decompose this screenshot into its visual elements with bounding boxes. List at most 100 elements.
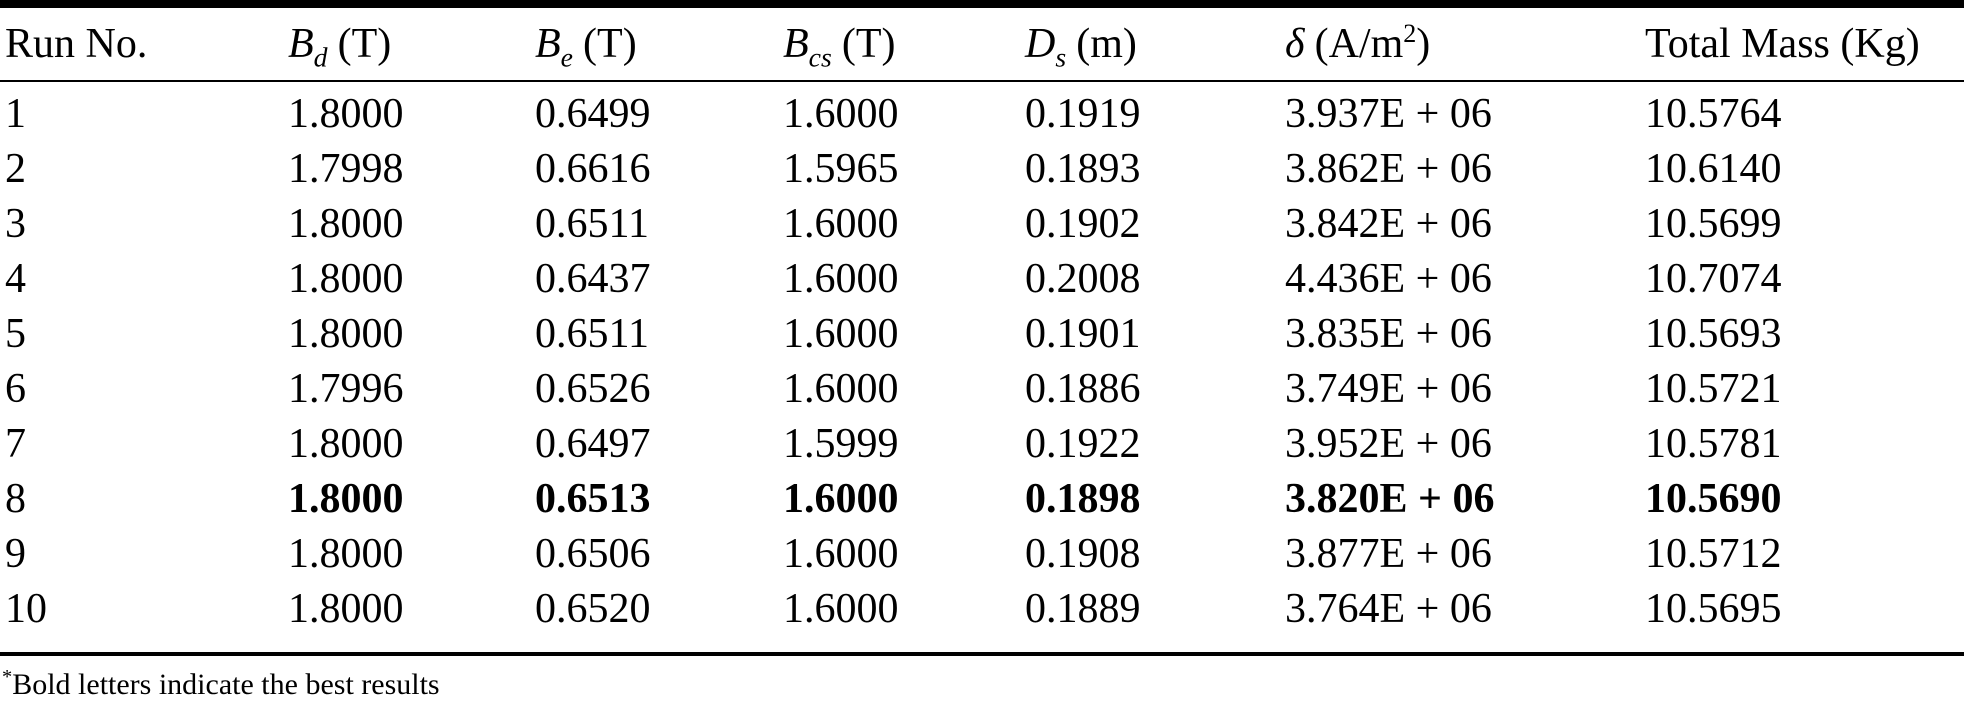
unit-label: (A/m [1314,21,1404,67]
value-cell: 3.842E + 06 [1285,200,1492,247]
value-cell: 4.436E + 06 [1285,255,1492,302]
value-cell: 0.1898 [1025,475,1141,522]
value-cell: 1.6000 [783,530,899,577]
value-cell: 10.5699 [1645,200,1782,247]
run-number-cell: 10 [5,585,47,632]
math-symbol: D [1025,21,1056,67]
math-subscript: d [313,41,328,73]
unit-label-close: ) [1416,21,1431,67]
value-cell: 0.6511 [535,310,649,357]
value-cell: 10.5712 [1645,530,1782,577]
table-row: 2 1.7998 0.6616 1.5965 0.1893 3.862E + 06 10.6… [0,141,1964,196]
value-cell: 10.5693 [1645,310,1782,357]
value-cell: 1.6000 [783,585,899,632]
value-cell: 1.6000 [783,310,899,357]
col-header-ds: Ds (m) [1025,4,1285,82]
math-subscript: cs [808,41,832,73]
table-row: 10 1.8000 0.6520 1.6000 0.1889 3.764E + 06 10.… [0,581,1964,654]
math-subscript: s [1055,41,1067,73]
value-cell: 3.862E + 06 [1285,145,1492,192]
value-cell: 0.6499 [535,90,651,137]
value-cell: 1.8000 [288,90,404,137]
col-header-delta: δ (A/m2) [1285,4,1645,82]
table-header: Run No. Bd (T) Be (T) Bcs (T) Ds (m) δ (A/m2)… [0,4,1964,82]
value-cell: 0.6526 [535,365,651,412]
value-cell: 1.8000 [288,475,404,522]
value-cell: 3.764E + 06 [1285,585,1492,632]
results-table: Run No. Bd (T) Be (T) Bcs (T) Ds (m) δ (A/m2)… [0,0,1964,656]
table-row: 8 1.8000 0.6513 1.6000 0.1898 3.820E + 06 10.5… [0,471,1964,526]
col-header-be: Be (T) [535,4,783,82]
unit-label: (m) [1076,21,1137,67]
math-symbol: B [783,21,809,67]
value-cell: 1.6000 [783,90,899,137]
value-cell: 10.5695 [1645,585,1782,632]
run-number-cell: 2 [5,145,26,192]
value-cell: 0.6616 [535,145,651,192]
value-cell: 0.1908 [1025,530,1141,577]
value-cell: 10.5781 [1645,420,1782,467]
value-cell: 10.5690 [1645,475,1782,522]
header-label: Run No. [5,21,148,67]
value-cell: 1.7998 [288,145,404,192]
footnote-marker: * [2,666,13,688]
run-number-cell: 6 [5,365,26,412]
run-number-cell: 3 [5,200,26,247]
value-cell: 0.6511 [535,200,649,247]
table-body: 1 1.8000 0.6499 1.6000 0.1919 3.937E + 06 10.5… [0,81,1964,654]
value-cell: 10.5721 [1645,365,1782,412]
run-number-cell: 9 [5,530,26,577]
value-cell: 1.6000 [783,475,899,522]
run-number-cell: 5 [5,310,26,357]
table-row: 6 1.7996 0.6526 1.6000 0.1886 3.749E + 06 10.5… [0,361,1964,416]
value-cell: 1.8000 [288,310,404,357]
table-row: 7 1.8000 0.6497 1.5999 0.1922 3.952E + 06 10.5… [0,416,1964,471]
table-row: 1 1.8000 0.6499 1.6000 0.1919 3.937E + 06 10.5… [0,81,1964,141]
table-row: 5 1.8000 0.6511 1.6000 0.1901 3.835E + 06 10.5… [0,306,1964,361]
table-row: 9 1.8000 0.6506 1.6000 0.1908 3.877E + 06 10.5… [0,526,1964,581]
math-symbol: δ [1285,21,1305,67]
value-cell: 10.7074 [1645,255,1782,302]
value-cell: 1.8000 [288,585,404,632]
col-header-total-mass: Total Mass (Kg) [1645,4,1964,82]
header-label: Total Mass (Kg) [1645,21,1920,67]
value-cell: 0.6437 [535,255,651,302]
value-cell: 10.5764 [1645,90,1782,137]
run-number-cell: 7 [5,420,26,467]
value-cell: 0.1902 [1025,200,1141,247]
value-cell: 0.6497 [535,420,651,467]
value-cell: 1.5965 [783,145,899,192]
value-cell: 1.8000 [288,420,404,467]
table-row: 3 1.8000 0.6511 1.6000 0.1902 3.842E + 06 10.5… [0,196,1964,251]
value-cell: 1.8000 [288,530,404,577]
value-cell: 3.835E + 06 [1285,310,1492,357]
value-cell: 0.2008 [1025,255,1141,302]
col-header-bcs: Bcs (T) [783,4,1025,82]
run-number-cell: 4 [5,255,26,302]
value-cell: 1.8000 [288,200,404,247]
unit-label: (T) [337,21,392,67]
header-row: Run No. Bd (T) Be (T) Bcs (T) Ds (m) δ (A/m2)… [0,4,1964,82]
value-cell: 3.937E + 06 [1285,90,1492,137]
col-header-run-no: Run No. [0,4,288,82]
value-cell: 0.1886 [1025,365,1141,412]
unit-superscript: 2 [1403,19,1417,48]
value-cell: 1.6000 [783,200,899,247]
value-cell: 1.6000 [783,365,899,412]
col-header-bd: Bd (T) [288,4,535,82]
value-cell: 10.6140 [1645,145,1782,192]
value-cell: 0.1922 [1025,420,1141,467]
value-cell: 0.6506 [535,530,651,577]
value-cell: 0.1893 [1025,145,1141,192]
value-cell: 1.8000 [288,255,404,302]
unit-label: (T) [583,21,637,67]
value-cell: 0.6513 [535,475,651,522]
value-cell: 0.1889 [1025,585,1141,632]
value-cell: 3.820E + 06 [1285,475,1495,522]
math-subscript: e [560,41,573,73]
value-cell: 1.7996 [288,365,404,412]
value-cell: 3.749E + 06 [1285,365,1492,412]
value-cell: 3.952E + 06 [1285,420,1492,467]
value-cell: 0.1901 [1025,310,1141,357]
table-footnote: *Bold letters indicate the best results [2,666,1964,702]
